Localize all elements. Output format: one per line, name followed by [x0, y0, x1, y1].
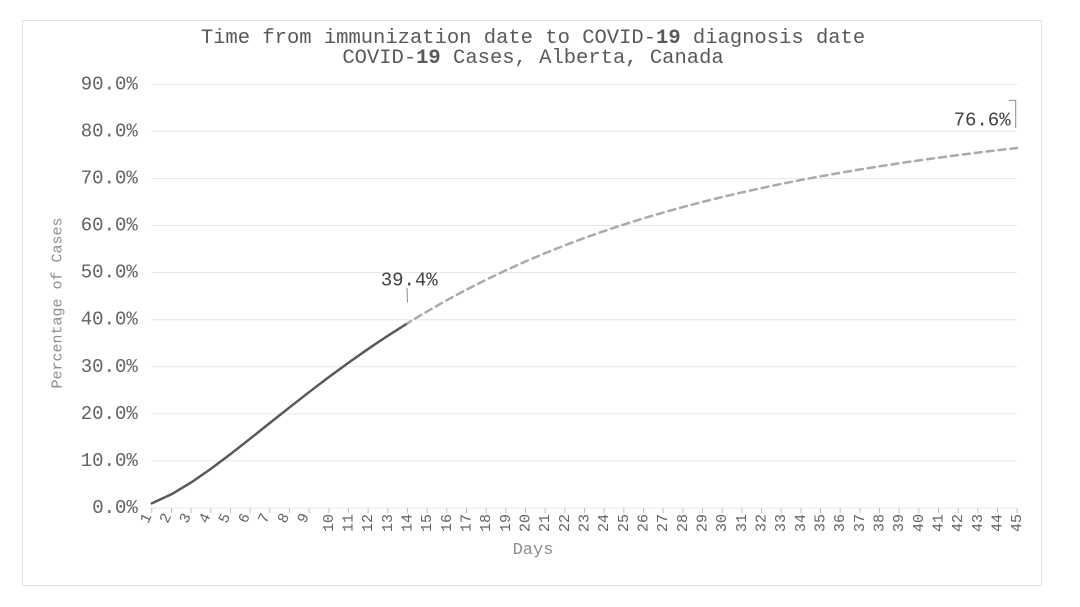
- svg-text:60.0%: 60.0%: [81, 215, 139, 237]
- svg-text:35: 35: [813, 514, 830, 532]
- svg-text:21: 21: [537, 514, 554, 532]
- svg-text:4: 4: [196, 511, 215, 526]
- svg-text:12: 12: [360, 514, 377, 532]
- svg-text:6: 6: [235, 511, 254, 526]
- svg-text:17: 17: [458, 514, 475, 532]
- svg-text:5: 5: [216, 511, 235, 526]
- svg-text:33: 33: [773, 514, 790, 532]
- svg-text:8: 8: [275, 511, 294, 526]
- svg-text:29: 29: [695, 514, 712, 532]
- svg-text:24: 24: [596, 514, 613, 532]
- svg-text:22: 22: [557, 514, 574, 532]
- svg-text:44: 44: [990, 514, 1007, 532]
- svg-text:20.0%: 20.0%: [81, 403, 139, 425]
- svg-text:13: 13: [380, 514, 397, 532]
- svg-text:28: 28: [675, 514, 692, 532]
- svg-text:26: 26: [636, 514, 653, 532]
- svg-text:14: 14: [399, 514, 416, 532]
- svg-text:11: 11: [340, 514, 357, 532]
- svg-text:9: 9: [294, 511, 313, 526]
- svg-text:76.6%: 76.6%: [954, 109, 1012, 131]
- svg-text:1: 1: [137, 511, 156, 526]
- svg-text:19: 19: [498, 514, 515, 532]
- svg-text:43: 43: [970, 514, 987, 532]
- svg-text:39: 39: [891, 514, 908, 532]
- svg-text:25: 25: [616, 514, 633, 532]
- svg-text:16: 16: [439, 514, 456, 532]
- svg-text:50.0%: 50.0%: [81, 262, 139, 284]
- svg-text:23: 23: [577, 514, 594, 532]
- svg-text:70.0%: 70.0%: [81, 167, 139, 189]
- svg-text:90.0%: 90.0%: [81, 73, 139, 95]
- svg-text:20: 20: [518, 514, 535, 532]
- svg-text:2: 2: [157, 511, 176, 526]
- svg-text:32: 32: [754, 514, 771, 532]
- svg-text:40.0%: 40.0%: [81, 309, 139, 331]
- svg-text:15: 15: [419, 514, 436, 532]
- svg-text:80.0%: 80.0%: [81, 120, 139, 142]
- svg-text:27: 27: [655, 514, 672, 532]
- svg-text:40: 40: [911, 514, 928, 532]
- svg-text:30: 30: [714, 514, 731, 532]
- svg-text:36: 36: [832, 514, 849, 532]
- svg-text:18: 18: [478, 514, 495, 532]
- svg-text:10: 10: [321, 514, 338, 532]
- svg-text:38: 38: [872, 514, 889, 532]
- svg-text:39.4%: 39.4%: [381, 269, 439, 291]
- svg-text:37: 37: [852, 514, 869, 532]
- svg-text:3: 3: [176, 511, 195, 526]
- svg-text:41: 41: [931, 514, 948, 532]
- svg-text:42: 42: [950, 514, 967, 532]
- svg-text:7: 7: [255, 511, 274, 526]
- svg-text:31: 31: [734, 514, 751, 532]
- svg-text:0.0%: 0.0%: [92, 497, 138, 519]
- svg-text:30.0%: 30.0%: [81, 356, 139, 378]
- svg-text:34: 34: [793, 514, 810, 532]
- svg-text:10.0%: 10.0%: [81, 450, 139, 472]
- svg-text:45: 45: [1009, 514, 1026, 532]
